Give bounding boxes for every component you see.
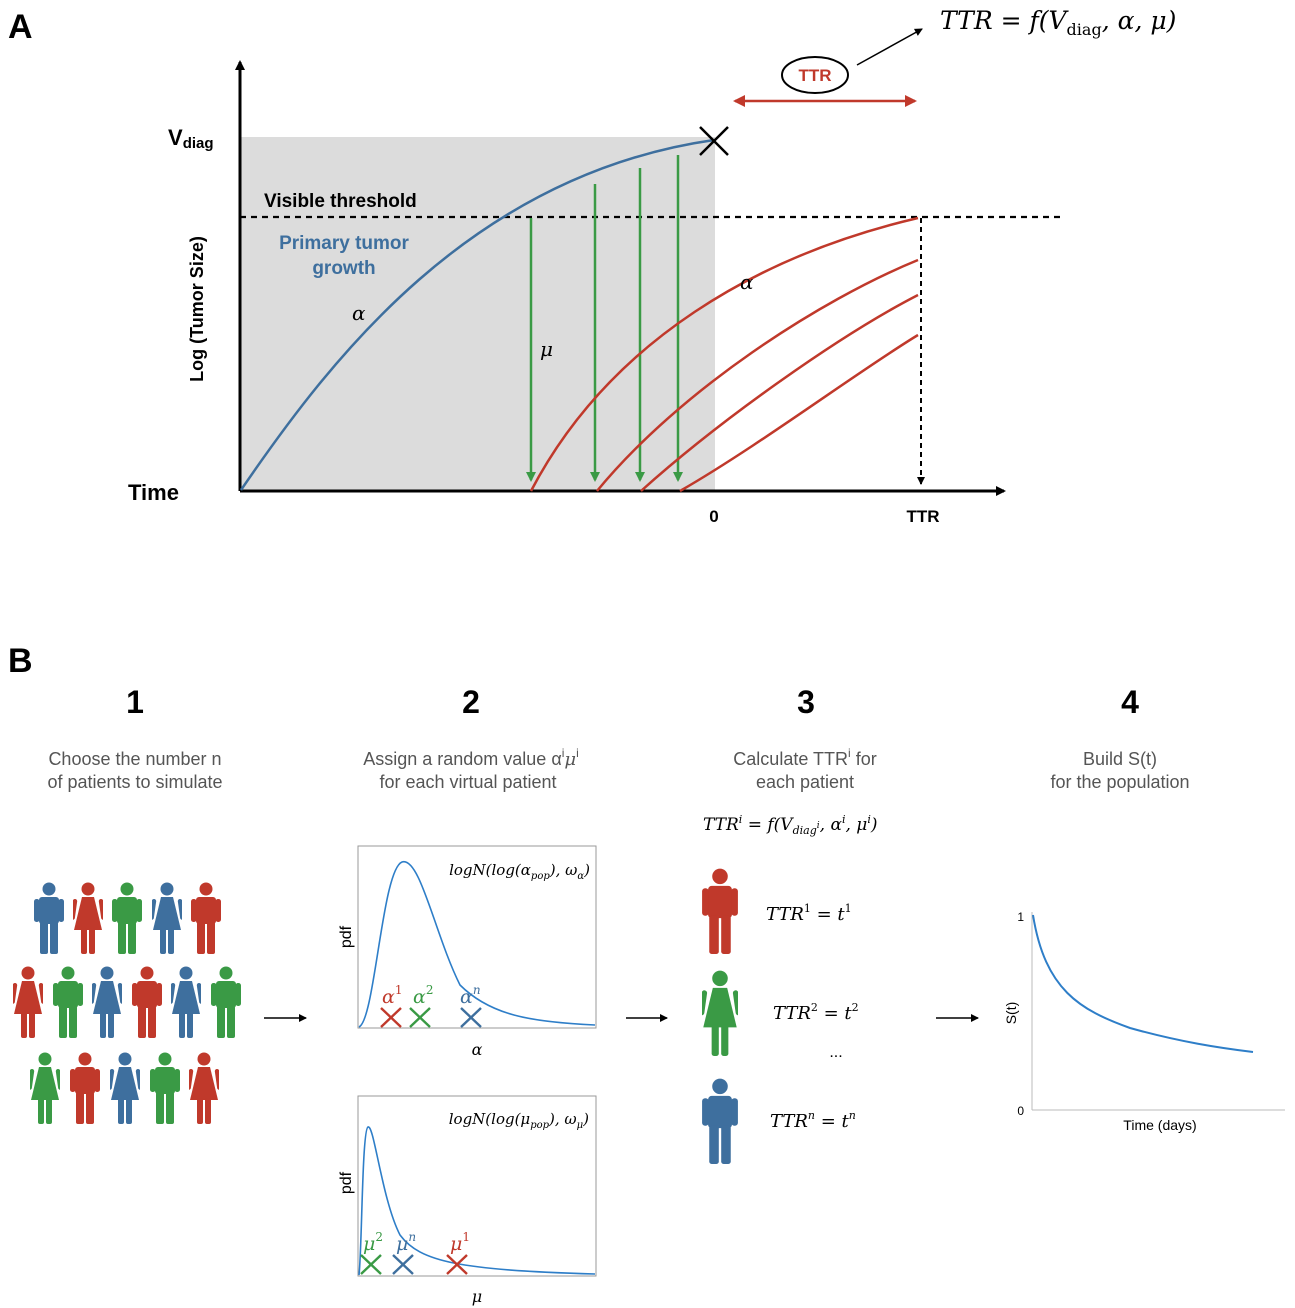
person-icon [152,882,182,954]
ttr-badge-label: TTR [798,66,831,85]
person-icon [171,966,201,1038]
patient-population [13,882,241,1124]
person-icon [30,1052,60,1124]
visible-threshold-label: Visible threshold [264,191,417,212]
metastasis-curve-2 [596,258,919,492]
metastasis-curve-1 [529,216,919,492]
person-icon [110,1052,140,1124]
patient-1-ttr: TTR1 = t1 [766,902,852,925]
metastasis-curve-4 [679,333,919,493]
primary-tumor-curve [239,138,715,491]
panel-a-label: A [8,8,33,46]
diagnosis-cross-icon [699,126,729,156]
alpha-n-cross-icon [460,1007,482,1028]
person-icon [191,882,221,954]
primary-tumor-label-line1: Primary tumor [279,233,409,254]
person-icon [132,966,162,1038]
mu-1-label: μ1 [450,1230,470,1255]
person-icon [112,882,142,954]
step-4-caption-line1: Build S(t) [1083,749,1157,769]
alpha-pdf-curve [358,861,596,1028]
mu-distribution-xlabel: μ [472,1287,482,1306]
person-icon [13,966,43,1038]
survival-ylabel: S(t) [1003,1002,1019,1025]
alpha-primary-label: α [352,301,366,325]
pre-diagnosis-shade [241,137,715,491]
step-1-caption-line2: of patients to simulate [47,772,222,792]
patient-1-person-icon [702,868,738,954]
seeding-arrows [526,155,683,482]
mu-2-label: μ2 [363,1230,383,1255]
v-diag-label: Vdiag [168,125,214,152]
person-icon [53,966,83,1038]
alpha-markers [380,1007,482,1028]
alpha-2-label: α2 [413,983,433,1008]
step-3-caption-line1: Calculate TTRi for [733,746,876,769]
mu-distribution-formula: logN(log(μpop), ωμ) [449,1110,589,1131]
survival-curve [1032,914,1254,1053]
ttr-i-formula: TTRi = f(Vdiagi, αi, μi) [703,813,878,837]
ttr-function-formula: TTR = f(Vdiag, α, μ) [940,6,1176,39]
ttr-badge [781,56,849,94]
ttr-pointer [856,28,923,66]
patient-n-ttr: TTRn = tn [770,1109,856,1132]
survival-ytick-0: 0 [1017,1104,1024,1118]
metastasis-curves [529,216,919,493]
patient-2-person-icon [702,970,738,1056]
person-icon [211,966,241,1038]
alpha-1-cross-icon [380,1007,402,1028]
person-icon [70,1052,100,1124]
primary-tumor-label-line2: growth [312,258,375,279]
person-icon [73,882,103,954]
person-icon [92,966,122,1038]
mu-distribution-ylabel: pdf [338,1171,355,1194]
step-4-number: 4 [1121,684,1139,720]
mu-2-cross-icon [360,1254,382,1275]
step-3-number: 3 [797,684,815,720]
alpha-metastasis-label: α [740,270,754,294]
mu-markers [360,1254,468,1275]
survival-xlabel: Time (days) [1123,1117,1196,1133]
person-icon [34,882,64,954]
alpha-2-cross-icon [409,1007,431,1028]
mu-pdf-curve [358,1126,596,1276]
x-tick-zero: 0 [709,507,718,526]
step-2-caption-line1: Assign a random value αiμi [363,746,579,770]
survival-plot [1031,912,1285,1111]
step-1-number: 1 [126,684,144,720]
step-4-caption-line2: for the population [1050,772,1189,792]
mu-label: μ [540,337,553,361]
alpha-distribution-formula: logN(log(αpop), ωα) [449,861,590,882]
survival-ytick-1: 1 [1017,910,1024,924]
patient-ellipsis: ... [829,1044,842,1061]
mu-1-cross-icon [446,1254,468,1275]
mu-n-cross-icon [392,1254,414,1275]
step-2-caption-line2: for each virtual patient [379,772,556,792]
alpha-n-label: αn [460,983,481,1008]
alpha-distribution-box [357,845,597,1029]
x-axis-label: Time [128,480,179,505]
panel-b-label: B [8,642,33,680]
alpha-distribution-xlabel: α [472,1040,483,1059]
alpha-1-label: α1 [382,983,402,1008]
step-2-number: 2 [462,684,480,720]
metastasis-curve-3 [640,293,919,492]
alpha-distribution-ylabel: pdf [338,925,355,948]
step-1-caption-line1: Choose the number n [48,749,221,769]
y-axis-label: Log (Tumor Size) [187,236,207,382]
patient-n-person-icon [702,1078,738,1164]
mu-distribution-box [357,1095,597,1277]
person-icon [189,1052,219,1124]
x-tick-ttr: TTR [906,507,939,526]
person-icon [150,1052,180,1124]
step-3-caption-line2: each patient [756,772,854,792]
patient-2-ttr: TTR2 = t2 [773,1001,859,1024]
mu-n-label: μn [396,1230,416,1255]
